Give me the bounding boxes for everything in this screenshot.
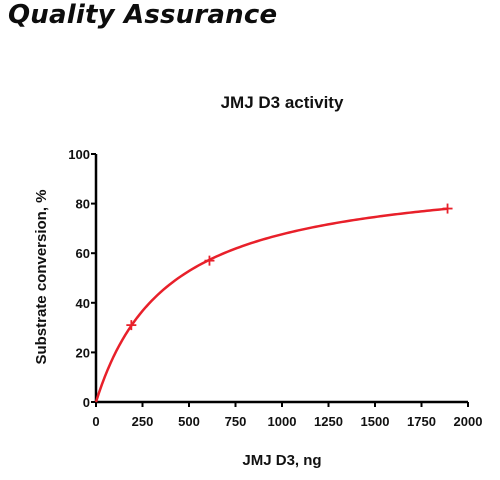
x-tick-label: 1500 (361, 414, 390, 429)
x-tick-label: 250 (132, 414, 154, 429)
page-heading: Quality Assurance (8, 0, 278, 30)
x-tick-label: 2000 (454, 414, 483, 429)
y-tick-label: 60 (76, 246, 90, 261)
y-tick-label: 100 (68, 147, 90, 162)
y-tick-label: 0 (83, 395, 90, 410)
data-point-marker (126, 320, 137, 331)
x-tick-label: 1250 (314, 414, 343, 429)
data-point-marker (442, 203, 453, 214)
x-axis: 0 250 500 750 1000 1250 1500 1750 2000 (92, 400, 482, 429)
data-point-marker (204, 255, 215, 266)
y-axis: 0 20 40 60 80 100 (68, 147, 98, 410)
y-tick-label: 40 (76, 296, 90, 311)
x-tick-label: 1000 (268, 414, 297, 429)
x-tick-label: 750 (225, 414, 247, 429)
y-axis-label: Substrate conversion, % (33, 189, 50, 364)
chart-title: JMJ D3 activity (221, 93, 344, 112)
x-ticks: 0 250 500 750 1000 1250 1500 1750 2000 (92, 402, 482, 429)
plot-series (94, 203, 453, 403)
fit-curve-line (94, 207, 448, 403)
x-tick-label: 0 (92, 414, 99, 429)
x-tick-label: 1750 (407, 414, 436, 429)
x-tick-label: 500 (178, 414, 200, 429)
y-ticks: 0 20 40 60 80 100 (68, 147, 96, 410)
x-axis-label: JMJ D3, ng (242, 452, 321, 469)
y-tick-label: 80 (76, 197, 90, 212)
y-tick-label: 20 (76, 345, 90, 360)
